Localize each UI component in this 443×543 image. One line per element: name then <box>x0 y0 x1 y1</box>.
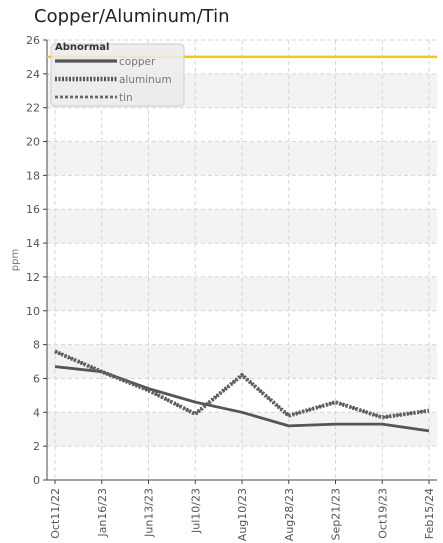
legend-label-tin: tin <box>119 92 133 104</box>
legend-threshold-label: Abnormal <box>55 42 109 53</box>
y-tick-label: 24 <box>26 68 40 81</box>
chart-title: Copper/Aluminum/Tin <box>34 6 230 27</box>
y-tick-label: 6 <box>33 372 40 385</box>
y-tick-label: 4 <box>33 406 40 419</box>
y-tick-label: 26 <box>26 34 40 47</box>
x-tick-label: Jun13/23 <box>143 488 156 538</box>
x-tick-label: Oct19/23 <box>376 488 389 539</box>
series-line-tin <box>54 350 430 419</box>
x-tick-label: Jul10/23 <box>189 488 202 534</box>
y-tick-label: 0 <box>33 474 40 487</box>
y-tick-label: 10 <box>26 305 40 318</box>
y-tick-label: 2 <box>33 440 40 453</box>
x-tick-label: Feb15/24 <box>423 488 436 539</box>
series-lines <box>54 349 430 433</box>
y-axis-label: ppm <box>10 249 21 271</box>
x-tick-labels: Oct11/22 Jan16/23 Jun13/23 Jul10/23 Aug10/23… <box>49 488 436 541</box>
axes <box>43 39 437 484</box>
legend: Abnormal copper aluminum tin <box>50 42 185 107</box>
legend-label-aluminum: aluminum <box>119 74 172 86</box>
x-tick-label: Sep21/23 <box>330 488 343 540</box>
y-tick-label: 20 <box>26 136 40 149</box>
y-tick-label: 14 <box>26 237 40 250</box>
y-tick-label: 12 <box>26 271 40 284</box>
x-tick-label: Aug10/23 <box>236 488 249 541</box>
y-tick-label: 22 <box>26 102 40 115</box>
x-tick-label: Jan16/23 <box>96 488 109 538</box>
y-tick-label: 18 <box>26 169 40 182</box>
y-tick-label: 8 <box>33 339 40 352</box>
x-tick-label: Oct11/22 <box>49 488 62 539</box>
x-tick-label: Aug28/23 <box>283 488 296 541</box>
y-tick-label: 16 <box>26 203 40 216</box>
legend-label-copper: copper <box>119 56 156 68</box>
